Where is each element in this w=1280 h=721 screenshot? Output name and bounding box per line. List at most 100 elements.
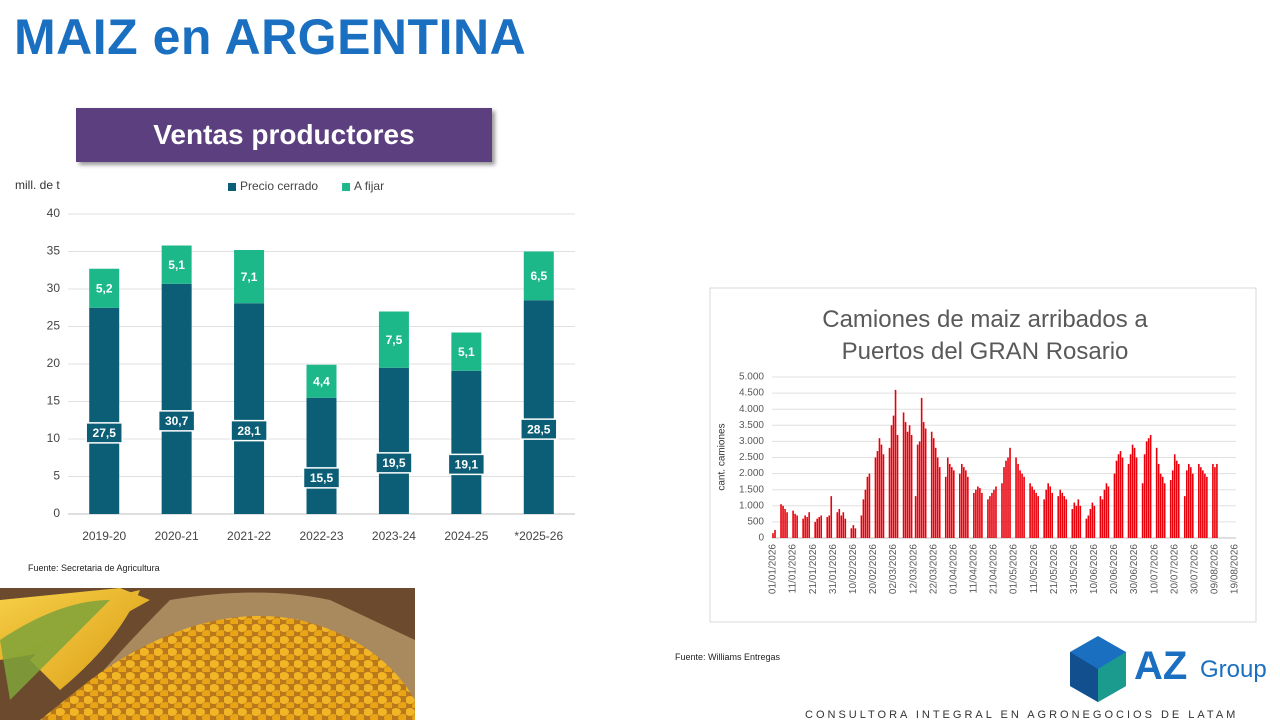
bar	[89, 268, 120, 308]
bar	[1077, 499, 1080, 538]
bar	[1079, 505, 1082, 538]
bar	[1149, 434, 1152, 538]
bar	[306, 397, 337, 514]
bar	[860, 515, 863, 538]
bar	[948, 463, 951, 538]
bar	[1127, 463, 1130, 538]
bar	[1017, 463, 1019, 538]
bar	[1023, 476, 1025, 538]
x-tick-label: 2019-20	[82, 529, 126, 543]
bar	[1071, 509, 1074, 538]
value-label: 6,5	[530, 269, 547, 283]
bar	[866, 476, 869, 538]
bar	[161, 283, 192, 514]
x-tick-label: 22/03/2026	[928, 544, 939, 594]
bar	[451, 370, 482, 514]
bar	[904, 422, 907, 538]
bar	[864, 489, 867, 538]
bar	[961, 463, 963, 538]
bar	[936, 457, 939, 538]
y-axis-label: mill. de t	[15, 178, 60, 192]
bar	[1115, 460, 1118, 538]
bar	[1057, 496, 1060, 538]
bar	[523, 251, 554, 301]
bar	[830, 496, 833, 538]
x-tick-label: 2024-25	[444, 529, 488, 543]
bar	[938, 467, 941, 538]
bar	[1093, 505, 1096, 538]
bar	[1161, 476, 1164, 538]
bar	[1061, 492, 1064, 538]
y-tick-label: 4.500	[739, 388, 764, 399]
bar	[950, 467, 953, 538]
bar	[924, 428, 927, 538]
x-tick-label: 2021-22	[227, 529, 271, 543]
legend-swatch	[228, 183, 236, 191]
bar	[908, 425, 911, 538]
bar	[874, 457, 877, 538]
bar	[888, 447, 891, 538]
legend-label: Precio cerrado	[240, 179, 318, 193]
bar	[981, 492, 983, 538]
value-label-box	[85, 422, 123, 444]
value-label: 19,5	[382, 456, 406, 470]
x-tick-label: 21/01/2026	[808, 544, 819, 594]
bar	[1200, 467, 1202, 538]
x-tick-label: 31/05/2026	[1069, 544, 1080, 594]
bar	[826, 517, 829, 538]
bar	[1087, 515, 1090, 538]
x-tick-label: 30/07/2026	[1189, 544, 1200, 594]
x-tick-label: 21/05/2026	[1049, 544, 1060, 594]
bar	[1119, 451, 1122, 538]
y-tick-label: 10	[47, 431, 61, 445]
bar	[963, 467, 965, 538]
bar	[890, 425, 893, 538]
bar	[1198, 463, 1200, 538]
value-label-box	[375, 452, 413, 474]
value-label: 4,4	[313, 374, 330, 388]
value-label: 19,1	[455, 458, 479, 472]
y-tick-label: 3.500	[739, 420, 764, 431]
bar	[1204, 473, 1206, 538]
bar	[1089, 509, 1092, 538]
bar	[1029, 483, 1031, 538]
bar	[995, 486, 997, 538]
bar	[1143, 454, 1146, 538]
y-tick-label: 35	[47, 244, 61, 258]
bar	[794, 513, 796, 538]
bar	[1157, 463, 1160, 538]
x-tick-label: 20/07/2026	[1169, 544, 1180, 594]
y-tick-label: 5.000	[739, 372, 764, 383]
bar	[1007, 457, 1009, 538]
legend-swatch	[342, 183, 351, 191]
bar	[1005, 460, 1007, 538]
bar	[784, 509, 786, 538]
bar	[838, 509, 841, 538]
bar	[772, 533, 774, 538]
bar	[780, 504, 782, 538]
bar	[1015, 457, 1017, 538]
x-tick-label: 20/06/2026	[1109, 544, 1120, 594]
bar	[820, 515, 823, 538]
bar	[1091, 502, 1094, 538]
bar	[808, 512, 810, 538]
logo-brand: AZ	[1134, 644, 1188, 688]
bar	[1033, 489, 1035, 538]
x-tick-label: 31/01/2026	[828, 544, 839, 594]
bar	[1049, 486, 1051, 538]
page-title: MAIZ en ARGENTINA	[14, 9, 527, 65]
bar	[1019, 470, 1021, 538]
chart-frame	[709, 287, 1257, 623]
bar	[1105, 483, 1108, 538]
bar	[816, 518, 818, 538]
value-label-box	[302, 467, 341, 489]
bar	[1141, 483, 1144, 538]
bar	[1021, 473, 1023, 538]
bar	[1185, 470, 1188, 538]
bar	[916, 444, 919, 538]
bar	[840, 515, 843, 538]
bar	[1135, 457, 1138, 538]
bar	[1099, 496, 1102, 538]
